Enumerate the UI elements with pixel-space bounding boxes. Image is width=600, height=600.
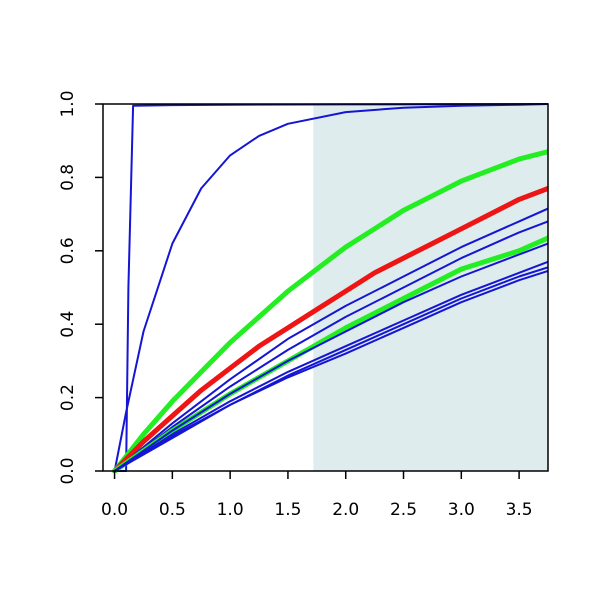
y-tick-label: 0.8 <box>58 164 78 191</box>
y-tick-label: 0.2 <box>58 384 78 411</box>
x-tick-label: 1.5 <box>274 500 301 520</box>
y-tick-label: 0.4 <box>58 311 78 338</box>
plot-frame <box>102 103 549 472</box>
series-line-5 <box>113 207 548 472</box>
x-tick-label: 3.0 <box>448 500 475 520</box>
axes-layer: 0.0 0.5 1.0 1.5 2.0 2.5 3.0 3.5 0.0 0.2 0.4 0.6 0.8 1… <box>58 90 549 520</box>
series-line-11 <box>113 270 548 472</box>
series-line-9 <box>113 260 548 472</box>
series-layer <box>112 103 548 473</box>
x-tick-label: 2.0 <box>332 500 359 520</box>
x-tick-label: 2.5 <box>390 500 417 520</box>
x-tick-label: 3.5 <box>506 500 533 520</box>
series-line-3 <box>112 149 548 473</box>
x-tick-label: 0.5 <box>159 500 186 520</box>
series-line-10 <box>113 266 548 472</box>
series-line-4 <box>112 185 548 473</box>
y-tick-label: 0.6 <box>58 237 78 264</box>
x-tick-label: 1.0 <box>217 500 244 520</box>
y-tick-label: 0.0 <box>58 457 78 484</box>
y-tick-label: 1.0 <box>58 90 78 117</box>
series-line-2 <box>113 103 548 472</box>
x-tick-label: 0.0 <box>101 500 128 520</box>
series-line-6 <box>113 220 548 472</box>
series-line-8 <box>113 242 548 472</box>
